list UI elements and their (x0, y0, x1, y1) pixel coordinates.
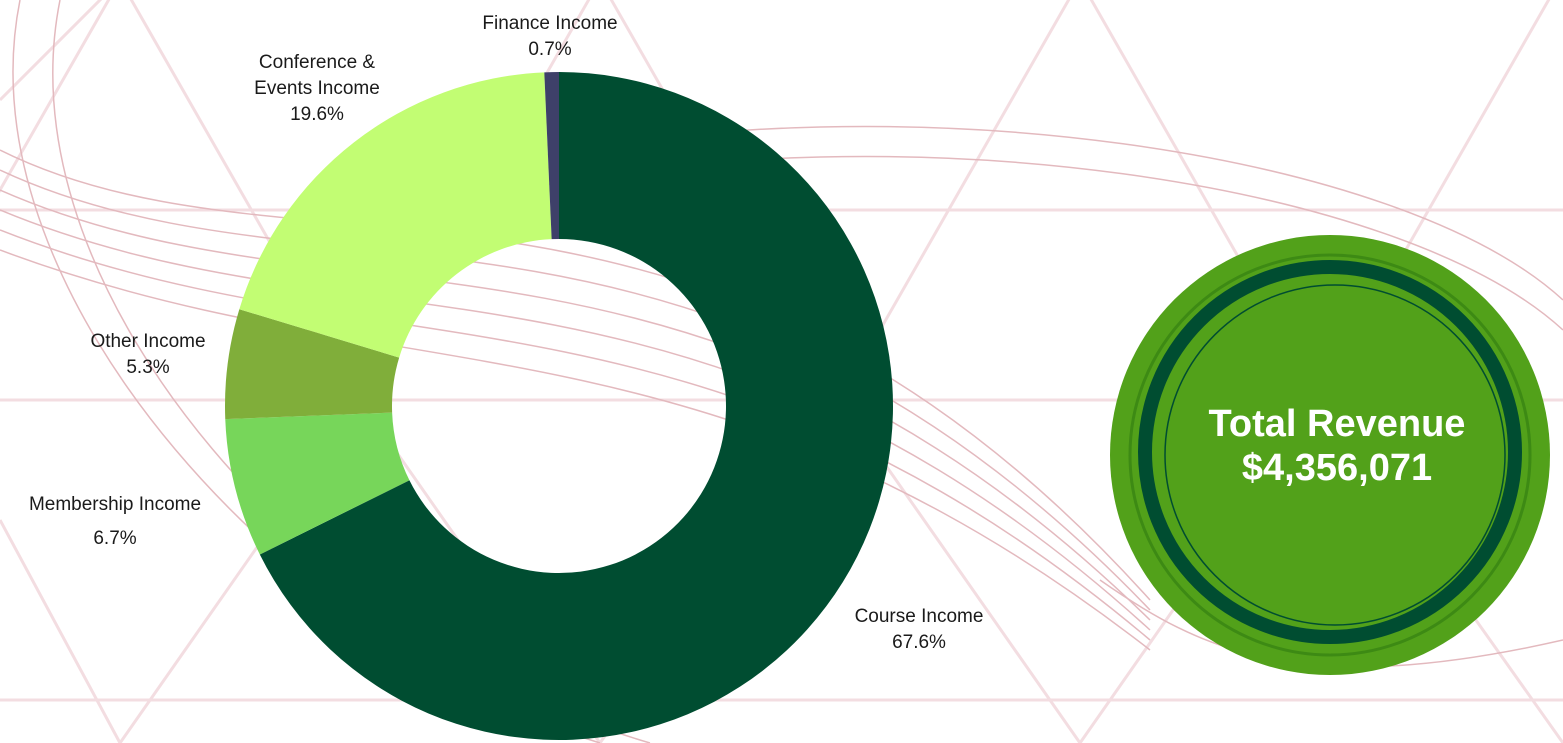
value-label: 67.6% (809, 630, 1029, 656)
slice-label: Membership Income 6.7% (0, 492, 235, 552)
value-label: 5.3% (48, 355, 248, 381)
category-name: Other Income (48, 329, 248, 355)
total-badge: Total Revenue $4,356,071 (1110, 235, 1550, 675)
page: Total Revenue $4,356,071 Course Income67… (0, 0, 1563, 743)
donut (225, 72, 893, 740)
category-name: Finance Income (440, 11, 660, 37)
category-name: Course Income (809, 604, 1029, 630)
value-label: 19.6% (242, 102, 392, 128)
total-value: $4,356,071 (1242, 447, 1432, 489)
category-name: Conference & Events Income (242, 50, 392, 102)
total-label: Total Revenue (1209, 403, 1466, 445)
value-label: 0.7% (440, 37, 660, 63)
value-label: 6.7% (0, 526, 235, 552)
category-name: Membership Income (0, 492, 235, 518)
